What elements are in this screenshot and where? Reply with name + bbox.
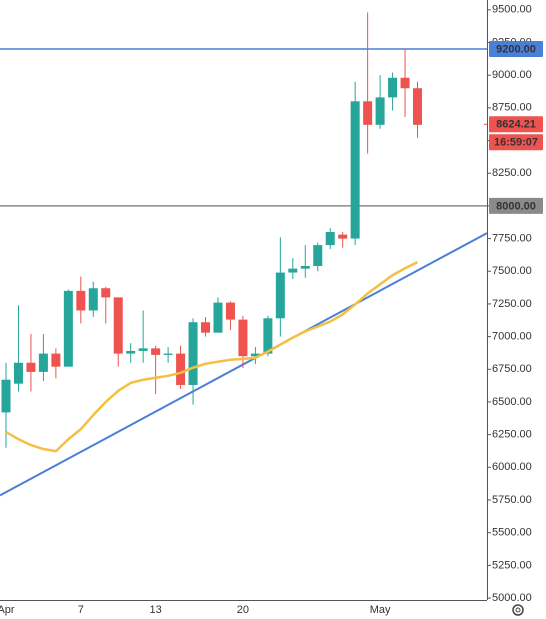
y-tick-label: 6500.00: [492, 396, 532, 408]
candle-body: [250, 353, 260, 357]
level-label: 8000.00: [496, 200, 536, 212]
candle-body: [338, 234, 348, 239]
x-tick-label: 20: [237, 604, 249, 616]
y-tick-label: 8750.00: [492, 102, 532, 114]
level-label-box: [489, 41, 543, 58]
countdown-label: 16:59:07: [494, 137, 538, 149]
y-tick-label: 9500.00: [492, 4, 532, 16]
candle-body: [63, 290, 73, 367]
y-tick-label: 9000.00: [492, 69, 532, 81]
plot-area: [0, 12, 488, 497]
last-price-label-box: [489, 116, 543, 133]
settings-icon[interactable]: [512, 604, 524, 616]
candle-body: [413, 88, 423, 125]
candle-body: [238, 319, 248, 357]
x-tick-label: May: [370, 604, 391, 616]
candle-body: [225, 302, 235, 320]
candle-body: [288, 268, 298, 273]
candle-body: [51, 353, 61, 367]
x-tick-label: Apr: [0, 604, 15, 616]
last-price-label: 8624.21: [496, 119, 536, 131]
candle-body: [126, 350, 136, 354]
y-tick-label: 7250.00: [492, 298, 532, 310]
x-tick-label: 13: [150, 604, 162, 616]
y-tick-label: 5750.00: [492, 494, 532, 506]
level-label: 9200.00: [496, 43, 536, 55]
y-tick-label: 7000.00: [492, 331, 532, 343]
candle-body: [363, 101, 373, 125]
y-tick-label: 6250.00: [492, 429, 532, 441]
candle-body: [151, 348, 161, 355]
x-tick-label: 7: [78, 604, 84, 616]
candle-body: [176, 353, 186, 385]
candle-body: [388, 77, 398, 98]
candle-body: [1, 379, 11, 413]
candle-body: [88, 288, 98, 311]
candle-body: [375, 97, 385, 125]
candle-body: [325, 232, 335, 246]
y-tick-label: 5000.00: [492, 592, 532, 604]
y-tick-label: 5250.00: [492, 559, 532, 571]
candle-body: [113, 297, 123, 354]
candle-body: [38, 353, 48, 372]
level-label-box: [489, 197, 543, 214]
candle-body: [13, 362, 23, 384]
moving-average: [5, 260, 419, 453]
y-tick-label: 8250.00: [492, 167, 532, 179]
candle-body: [26, 362, 36, 372]
candle-body: [313, 245, 323, 267]
trend-line: [0, 232, 488, 497]
y-tick-label: 6750.00: [492, 363, 532, 375]
y-tick-label: 6000.00: [492, 461, 532, 473]
candle-body: [101, 288, 111, 298]
candle-body: [76, 290, 86, 311]
candle-body: [350, 101, 360, 239]
candle-body: [400, 77, 410, 89]
candle-body: [263, 318, 273, 354]
gear[interactable]: [512, 604, 524, 616]
candle-body: [275, 272, 285, 319]
countdown-label-box: [489, 134, 543, 151]
gear-hub[interactable]: [515, 607, 521, 613]
y-tick-label: 7500.00: [492, 265, 532, 277]
candle-body: [201, 322, 211, 333]
candle-body: [163, 353, 173, 355]
candle-body: [300, 266, 310, 269]
candle-body: [138, 348, 148, 351]
candle-body: [188, 322, 198, 385]
y-tick-label: 5500.00: [492, 527, 532, 539]
candle-body: [213, 302, 223, 333]
y-tick-label: 7750.00: [492, 232, 532, 244]
